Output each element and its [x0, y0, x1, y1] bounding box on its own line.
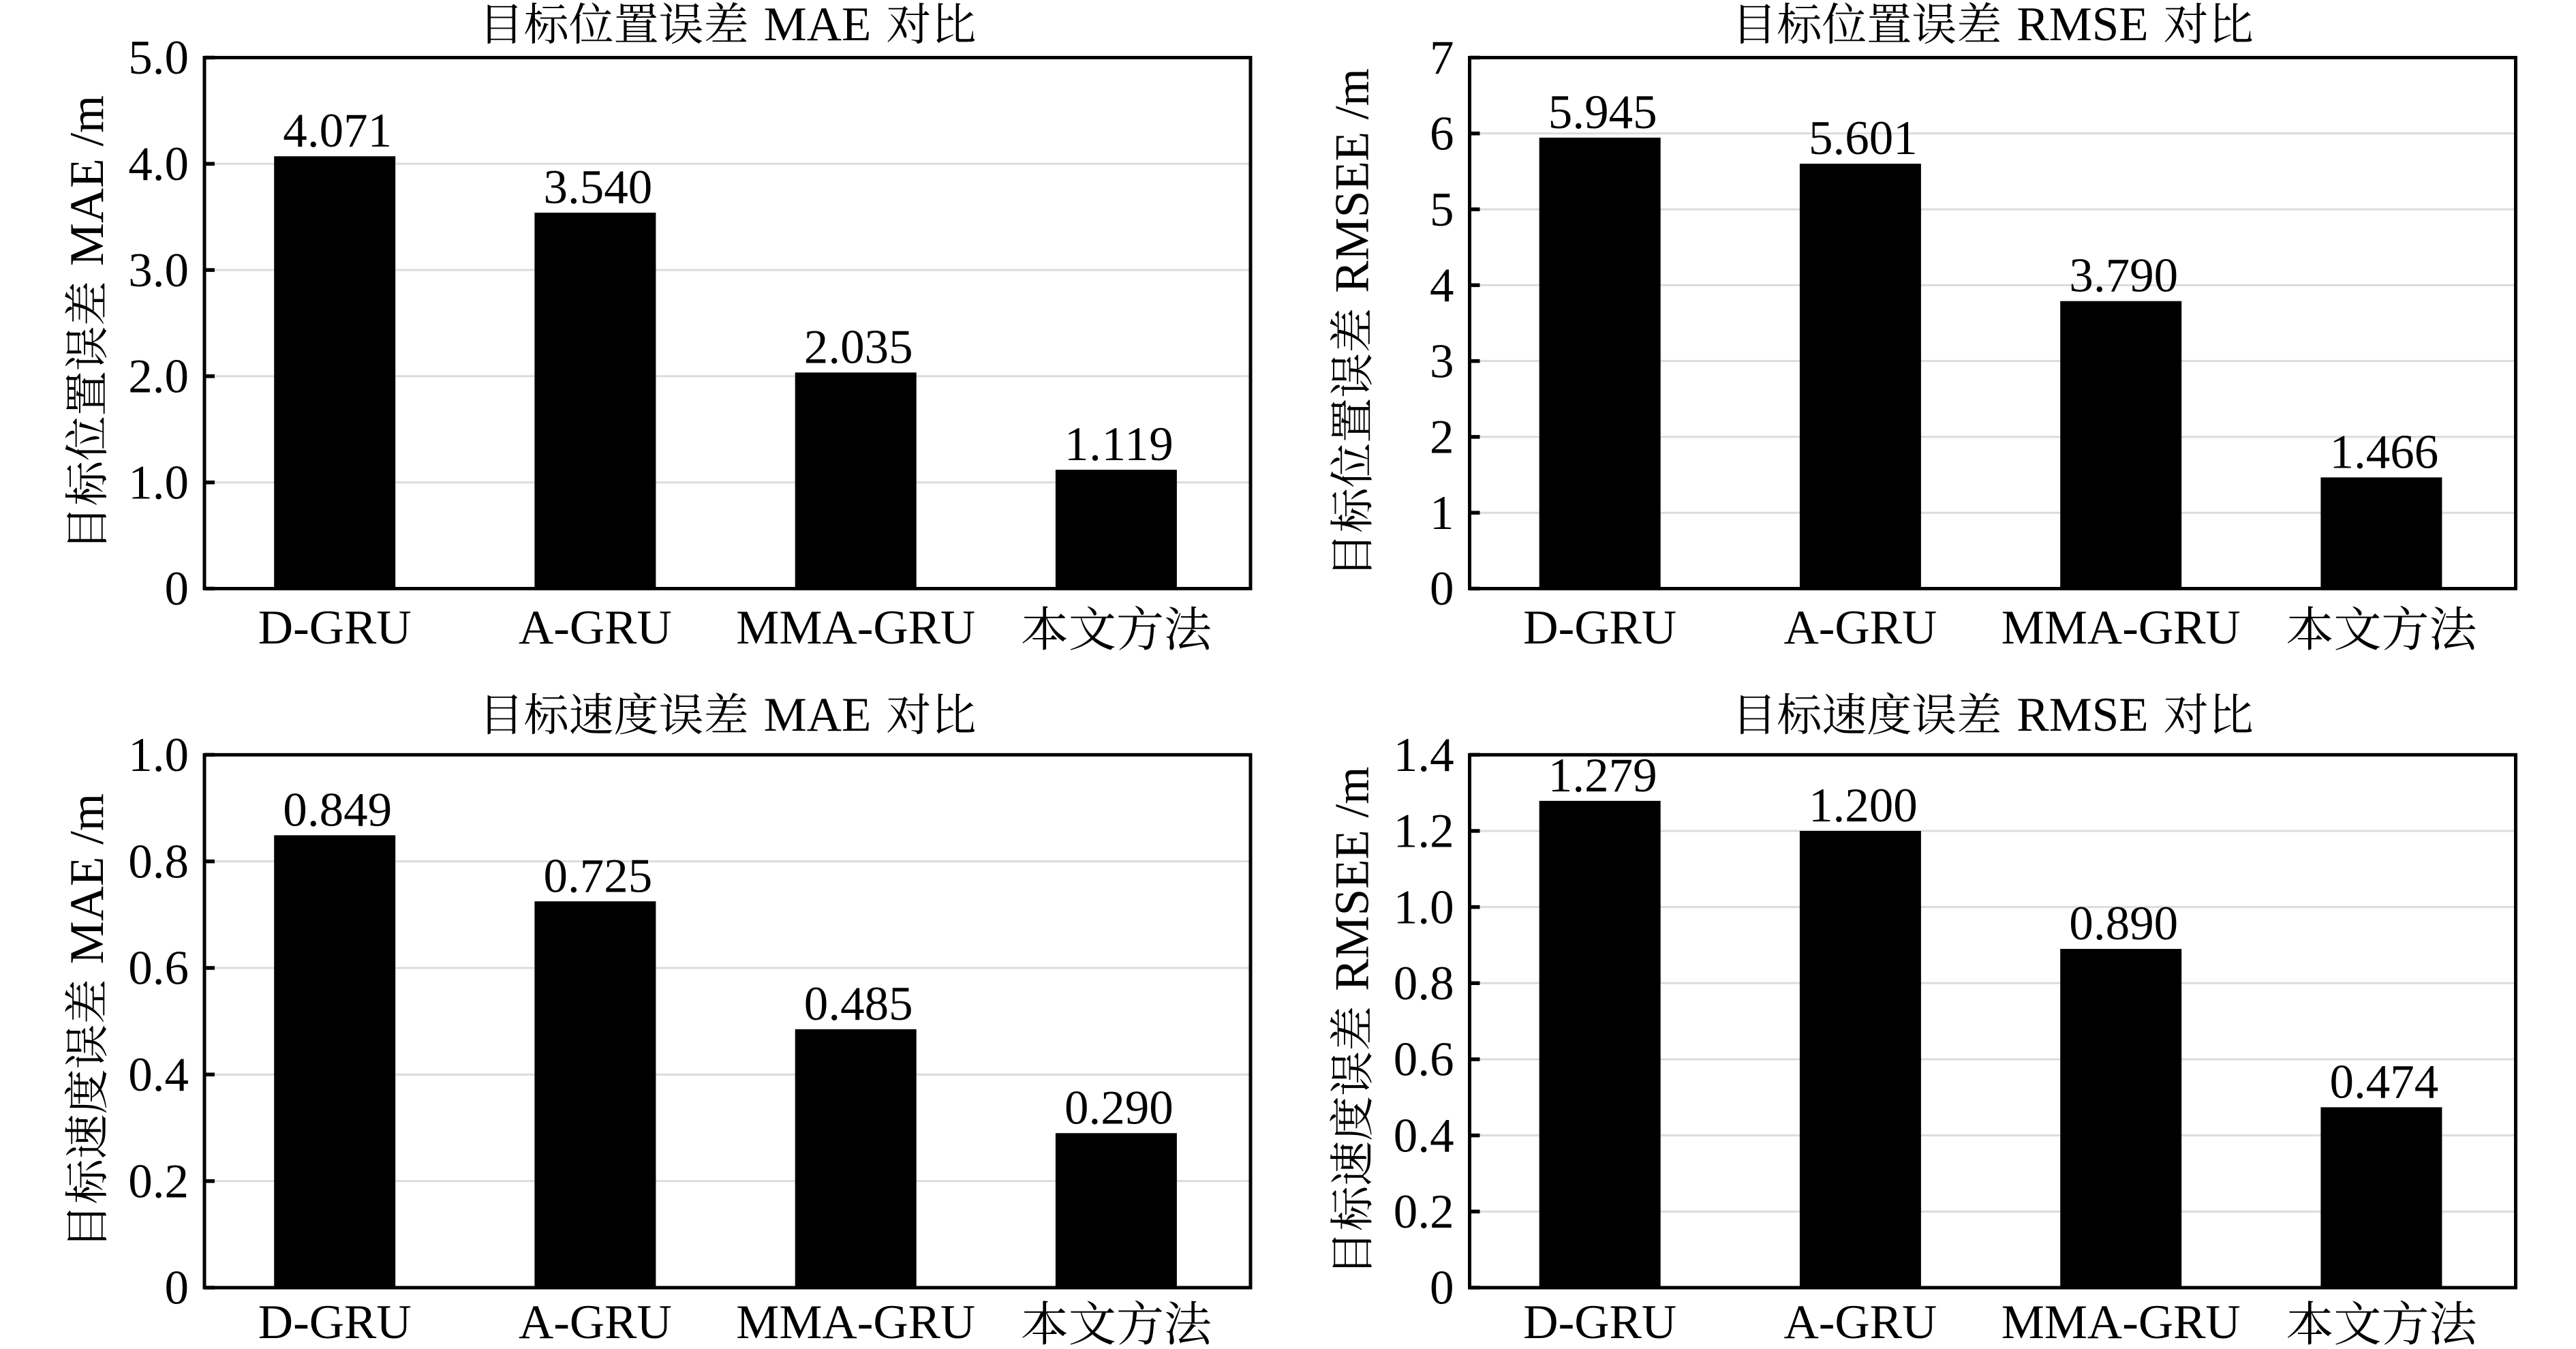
svg-text:D-GRU: D-GRU — [258, 601, 412, 654]
svg-text:0.4: 0.4 — [1394, 1109, 1454, 1162]
svg-text:RMSE: RMSE — [2017, 0, 2148, 51]
svg-text:MMA-GRU: MMA-GRU — [2002, 601, 2241, 654]
svg-text:1: 1 — [1430, 487, 1454, 540]
svg-text:MAE /m: MAE /m — [61, 793, 114, 965]
svg-text:7: 7 — [1430, 31, 1454, 85]
svg-text:MAE: MAE — [764, 688, 872, 742]
svg-text:6: 6 — [1430, 108, 1454, 161]
svg-text:0.849: 0.849 — [283, 783, 392, 836]
svg-text:5.601: 5.601 — [1809, 112, 1918, 165]
svg-text:4: 4 — [1430, 259, 1454, 312]
svg-text:1.279: 1.279 — [1548, 749, 1657, 802]
svg-text:RMSE: RMSE — [2017, 688, 2148, 742]
svg-text:MMA-GRU: MMA-GRU — [2002, 1296, 2241, 1349]
svg-text:MMA-GRU: MMA-GRU — [736, 601, 975, 654]
svg-text:0.6: 0.6 — [1394, 1033, 1454, 1087]
svg-text:0.8: 0.8 — [128, 835, 189, 888]
svg-text:0: 0 — [165, 1262, 189, 1315]
svg-text:3: 3 — [1430, 335, 1454, 388]
svg-text:MAE: MAE — [764, 0, 872, 51]
svg-text:2.0: 2.0 — [128, 350, 189, 404]
svg-text:1.0: 1.0 — [1394, 881, 1454, 934]
svg-text:1.0: 1.0 — [128, 729, 189, 782]
svg-text:1.466: 1.466 — [2330, 425, 2439, 479]
svg-text:A-GRU: A-GRU — [1784, 601, 1937, 654]
svg-text:A-GRU: A-GRU — [1784, 1296, 1937, 1349]
svg-text:5: 5 — [1430, 183, 1454, 237]
svg-text:3.0: 3.0 — [128, 244, 189, 297]
svg-text:D-GRU: D-GRU — [258, 1296, 412, 1349]
svg-text:4.071: 4.071 — [283, 104, 392, 157]
svg-text:A-GRU: A-GRU — [519, 601, 672, 654]
svg-text:0.474: 0.474 — [2330, 1055, 2439, 1108]
svg-text:5.945: 5.945 — [1548, 86, 1657, 139]
svg-text:1.4: 1.4 — [1394, 729, 1454, 782]
svg-text:0.890: 0.890 — [2069, 897, 2178, 950]
svg-text:1.2: 1.2 — [1394, 805, 1454, 858]
svg-text:2: 2 — [1430, 411, 1454, 464]
svg-text:D-GRU: D-GRU — [1523, 601, 1676, 654]
svg-text:2.035: 2.035 — [804, 320, 913, 374]
svg-text:3.540: 3.540 — [544, 161, 653, 214]
svg-text:0.725: 0.725 — [544, 849, 653, 903]
svg-text:5.0: 5.0 — [128, 31, 189, 85]
svg-text:1.119: 1.119 — [1064, 418, 1174, 471]
svg-text:1.200: 1.200 — [1809, 779, 1918, 832]
svg-text:RMSEE /m: RMSEE /m — [1326, 767, 1379, 991]
svg-text:0: 0 — [165, 562, 189, 616]
svg-text:D-GRU: D-GRU — [1523, 1296, 1676, 1349]
svg-text:RMSEE /m: RMSEE /m — [1326, 68, 1379, 292]
svg-text:0: 0 — [1430, 1262, 1454, 1315]
svg-text:0: 0 — [1430, 562, 1454, 616]
svg-text:0.485: 0.485 — [804, 977, 913, 1031]
svg-text:MMA-GRU: MMA-GRU — [736, 1296, 975, 1349]
svg-text:0.4: 0.4 — [128, 1048, 189, 1102]
svg-text:0.2: 0.2 — [128, 1155, 189, 1208]
svg-text:0.2: 0.2 — [1394, 1185, 1454, 1239]
svg-text:3.790: 3.790 — [2069, 249, 2178, 303]
svg-text:0.8: 0.8 — [1394, 957, 1454, 1010]
svg-text:0.290: 0.290 — [1064, 1081, 1174, 1134]
svg-text:MAE /m: MAE /m — [61, 95, 114, 267]
svg-text:0.6: 0.6 — [128, 942, 189, 995]
svg-text:1.0: 1.0 — [128, 456, 189, 509]
svg-text:4.0: 4.0 — [128, 138, 189, 191]
svg-text:A-GRU: A-GRU — [519, 1296, 672, 1349]
